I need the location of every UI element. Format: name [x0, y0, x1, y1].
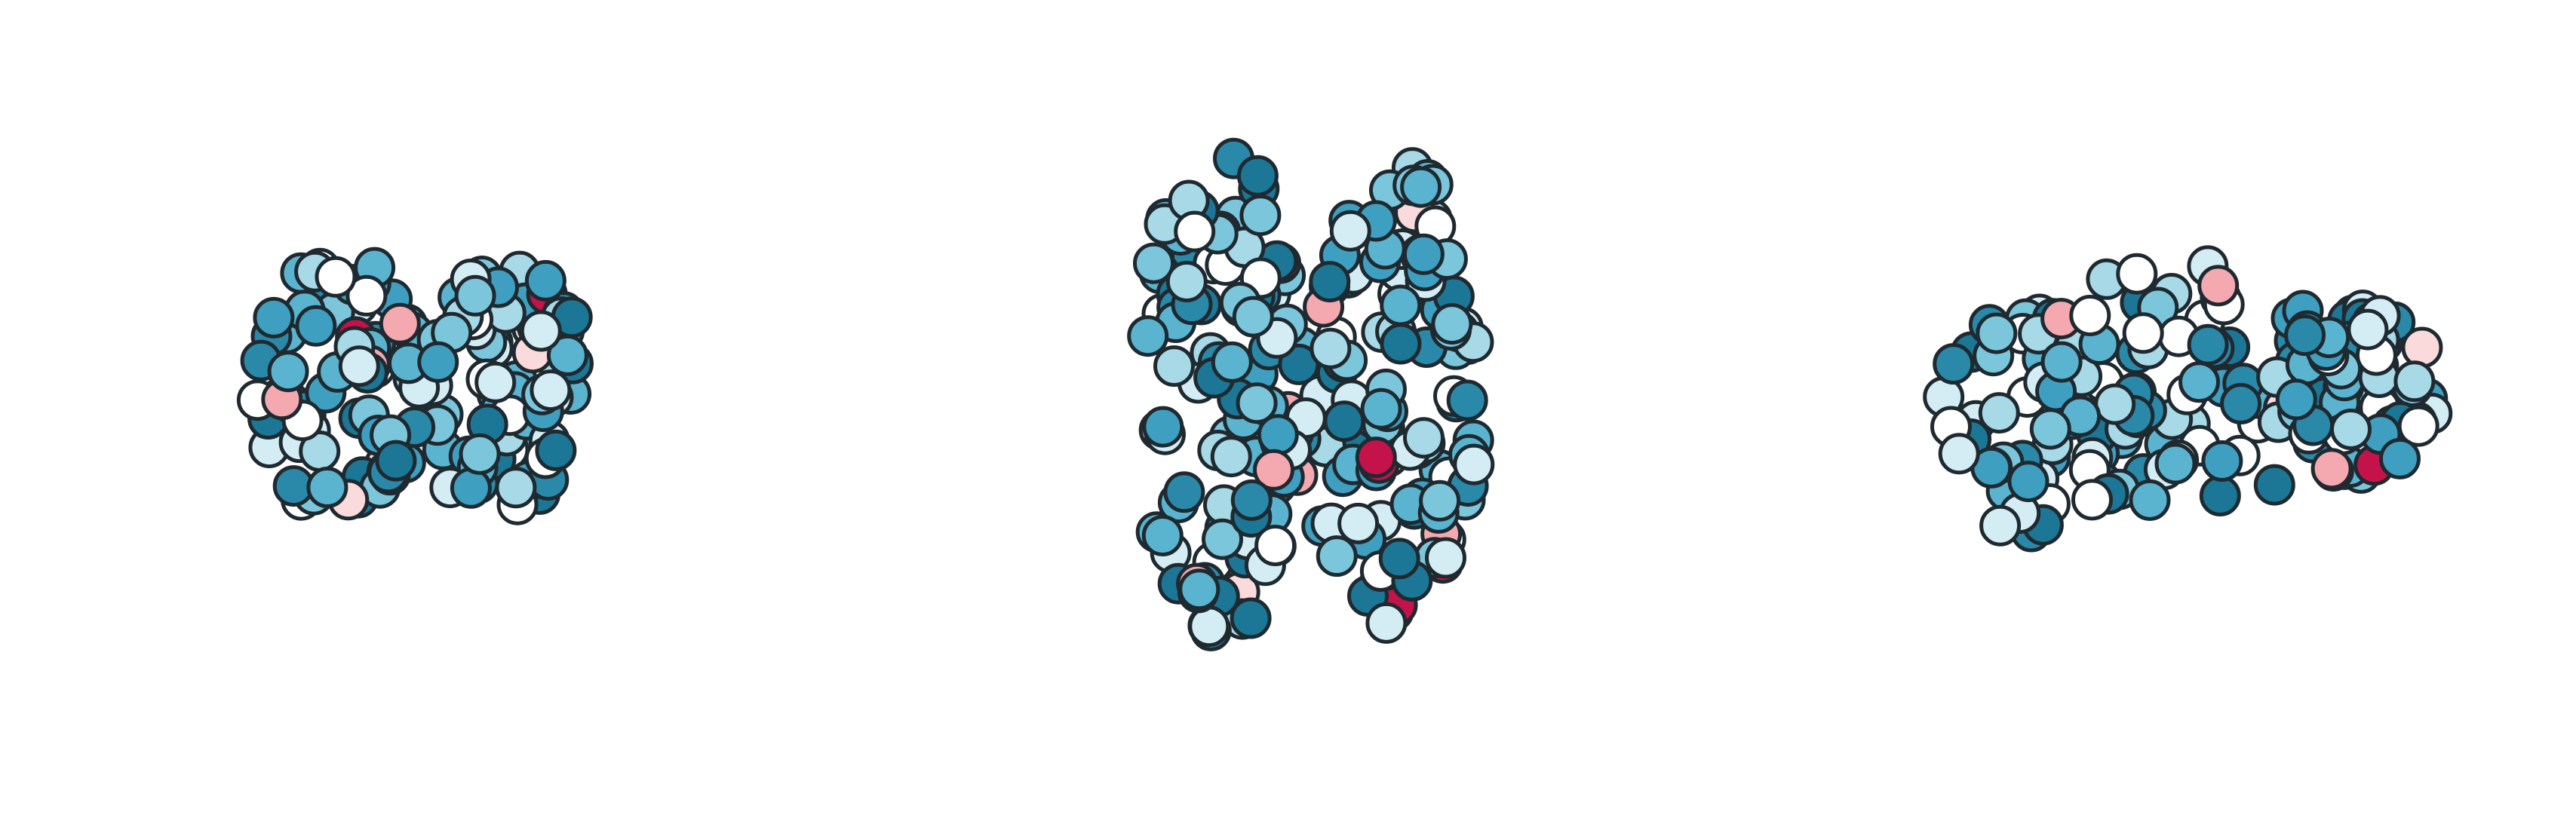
node-marker: [379, 302, 421, 345]
node-marker: [1380, 284, 1422, 326]
node-marker: [2094, 383, 2136, 425]
node-marker: [1431, 303, 1473, 345]
node-marker: [1178, 568, 1220, 611]
node-marker: [2201, 440, 2243, 482]
sagittal-view: [1923, 245, 2453, 553]
node-marker: [2069, 295, 2111, 336]
node-marker: [1127, 315, 1169, 357]
node-marker: [1400, 166, 1442, 208]
node-marker: [1153, 345, 1195, 388]
node-marker: [1453, 443, 1495, 486]
node-marker: [2253, 464, 2295, 506]
node-marker: [524, 259, 566, 302]
node-marker: [1230, 479, 1273, 521]
node-marker: [253, 296, 295, 339]
node-marker: [1938, 433, 1980, 475]
node-marker: [454, 274, 496, 317]
node-marker: [1360, 388, 1402, 430]
node-marker: [2310, 448, 2353, 490]
node-marker: [1976, 312, 2018, 354]
node-marker: [2197, 265, 2240, 307]
node-marker: [417, 341, 459, 383]
node-marker: [1230, 597, 1272, 639]
node-marker: [2275, 378, 2317, 421]
node-marker: [450, 467, 492, 509]
node-marker: [1365, 602, 1408, 644]
node-marker: [2122, 312, 2164, 354]
node-marker: [1316, 535, 1358, 577]
node-marker: [1141, 515, 1184, 556]
node-marker: [1355, 437, 1397, 479]
node-marker: [1174, 210, 1216, 253]
node-marker: [1329, 210, 1371, 252]
node-marker: [1202, 518, 1243, 560]
node-marker: [1309, 327, 1352, 369]
node-marker: [2187, 323, 2229, 366]
node-marker: [1309, 261, 1351, 303]
node-marker: [2071, 479, 2113, 521]
node-marker: [1239, 195, 1282, 237]
node-marker: [520, 310, 562, 352]
node-marker: [267, 351, 309, 393]
node-marker: [1142, 406, 1184, 448]
node-marker: [530, 369, 572, 412]
node-marker: [459, 433, 501, 475]
node-marker: [1257, 414, 1299, 456]
node-marker: [1253, 449, 1294, 491]
node-marker: [1163, 471, 1205, 513]
node-marker: [1933, 343, 1975, 385]
node-marker: [1211, 341, 1253, 383]
node-marker: [2129, 479, 2171, 521]
node-marker: [2116, 253, 2158, 295]
node-marker: [2154, 443, 2197, 485]
node-marker: [1403, 417, 1445, 459]
node-marker: [306, 467, 348, 508]
node-marker: [1236, 382, 1278, 424]
node-marker: [1378, 538, 1420, 580]
node-marker: [1978, 392, 2020, 434]
node-marker: [2040, 341, 2083, 383]
axial-view: [1127, 137, 1495, 651]
node-marker: [2393, 360, 2436, 403]
node-marker: [295, 305, 337, 347]
node-marker: [2178, 361, 2220, 403]
node-marker: [535, 429, 577, 471]
node-marker: [1419, 479, 1461, 522]
node-marker: [338, 345, 380, 388]
node-marker: [2330, 409, 2372, 450]
node-marker: [2199, 475, 2241, 516]
node-marker: [2220, 383, 2262, 424]
node-marker: [345, 274, 388, 317]
coronal-view: [236, 247, 594, 525]
node-marker: [1254, 525, 1297, 566]
node-marker: [1446, 379, 1488, 421]
node-marker: [2029, 408, 2071, 450]
node-marker: [1979, 504, 2022, 547]
node-marker: [2347, 308, 2389, 351]
node-marker: [2284, 314, 2326, 357]
node-marker: [315, 256, 357, 298]
node-marker: [1210, 436, 1252, 478]
node-marker: [375, 440, 417, 482]
node-marker: [1165, 261, 1208, 302]
node-marker: [1402, 233, 1445, 275]
node-marker: [1380, 323, 1422, 365]
node-marker: [2379, 437, 2421, 479]
node-marker: [2007, 461, 2049, 503]
node-marker: [1133, 242, 1174, 284]
node-marker: [1337, 502, 1380, 544]
node-marker: [1323, 400, 1365, 443]
node-marker: [1425, 537, 1466, 579]
node-marker: [2401, 326, 2443, 369]
node-marker: [495, 467, 537, 509]
node-marker: [1232, 296, 1274, 338]
node-marker: [474, 361, 517, 403]
node-marker: [1236, 155, 1279, 197]
